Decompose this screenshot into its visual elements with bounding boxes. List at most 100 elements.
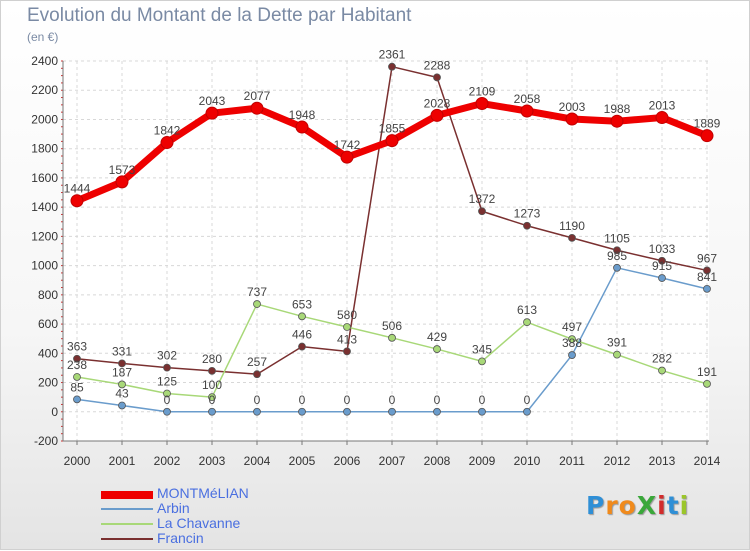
- data-point-arbin: [253, 407, 261, 416]
- data-label-montm-lian: 2109: [469, 85, 496, 99]
- x-tick-label: 2009: [469, 454, 496, 468]
- data-point-montm-lian: [385, 134, 399, 148]
- data-label-arbin: 85: [70, 380, 84, 394]
- data-label-montm-lian: 1889: [694, 117, 721, 131]
- data-point-la-chavanne: [613, 350, 621, 359]
- data-label-montm-lian: 1573: [109, 163, 136, 177]
- data-label-la-chavanne: 125: [157, 375, 177, 389]
- data-label-arbin: 0: [479, 393, 486, 407]
- data-point-francin: [703, 266, 711, 275]
- y-tick-label: 400: [38, 346, 58, 360]
- x-tick-label: 2003: [199, 454, 226, 468]
- x-tick-label: 2002: [154, 454, 181, 468]
- data-point-montm-lian: [160, 136, 174, 150]
- brand-logo-letter: o: [618, 491, 637, 520]
- data-label-francin: 1190: [559, 219, 585, 233]
- legend-swatch-arbin: [101, 508, 153, 510]
- data-label-arbin: 0: [299, 393, 306, 407]
- data-point-arbin: [118, 401, 126, 410]
- chart-title: Evolution du Montant de la Dette par Hab…: [27, 5, 412, 26]
- data-label-francin: 967: [697, 251, 717, 265]
- data-point-arbin: [298, 407, 306, 416]
- data-label-arbin: 388: [562, 336, 582, 350]
- data-point-arbin: [613, 263, 621, 272]
- x-tick-label: 2011: [559, 454, 585, 468]
- data-point-montm-lian: [655, 111, 669, 125]
- y-tick-label: 600: [38, 317, 58, 331]
- x-tick-label: 2000: [64, 454, 91, 468]
- data-label-montm-lian: 1842: [154, 124, 181, 138]
- data-label-arbin: 0: [164, 393, 171, 407]
- data-point-francin: [298, 342, 306, 351]
- data-label-arbin: 43: [115, 386, 129, 400]
- data-point-la-chavanne: [118, 380, 126, 389]
- data-label-arbin: 915: [652, 259, 672, 273]
- data-label-la-chavanne: 613: [517, 303, 537, 317]
- data-label-montm-lian: 2058: [514, 92, 541, 106]
- data-point-la-chavanne: [298, 312, 306, 321]
- data-label-la-chavanne: 187: [112, 365, 132, 379]
- y-tick-label: 1600: [31, 171, 58, 185]
- data-label-la-chavanne: 497: [562, 320, 582, 334]
- data-point-francin: [568, 233, 576, 242]
- data-label-arbin: 0: [344, 393, 351, 407]
- brand-logo-letter: i: [657, 491, 667, 520]
- data-label-montm-lian: 2028: [424, 96, 451, 110]
- data-point-la-chavanne: [433, 345, 441, 353]
- x-tick-label: 2006: [334, 454, 361, 468]
- data-point-la-chavanne: [658, 366, 666, 375]
- data-point-la-chavanne: [253, 300, 261, 308]
- y-tick-label: 2000: [31, 112, 58, 126]
- data-point-montm-lian: [340, 150, 354, 164]
- data-point-francin: [118, 359, 126, 368]
- data-point-francin: [73, 354, 81, 363]
- data-label-la-chavanne: 506: [382, 319, 402, 333]
- data-label-la-chavanne: 100: [202, 378, 222, 392]
- legend-label-la-chavanne: La Chavanne: [157, 515, 241, 531]
- data-label-la-chavanne: 391: [607, 336, 627, 350]
- x-tick-label: 2008: [424, 454, 451, 468]
- data-point-la-chavanne: [388, 333, 396, 342]
- data-label-francin: 1105: [604, 231, 630, 245]
- y-tick-label: 1200: [31, 229, 58, 243]
- data-label-montm-lian: 1948: [289, 108, 316, 122]
- data-point-montm-lian: [700, 129, 714, 143]
- data-point-francin: [478, 207, 486, 216]
- x-tick-label: 2013: [649, 454, 676, 468]
- data-point-montm-lian: [115, 175, 129, 189]
- data-point-montm-lian: [475, 97, 489, 111]
- data-label-la-chavanne: 653: [292, 297, 312, 311]
- data-point-montm-lian: [430, 108, 444, 122]
- data-point-arbin: [388, 407, 396, 416]
- legend-label-montmelian: MONTMéLIAN: [157, 485, 249, 501]
- data-point-arbin: [73, 395, 81, 404]
- x-tick-label: 2004: [244, 454, 271, 468]
- brand-logo-letter: X: [636, 491, 658, 520]
- data-point-francin: [163, 363, 171, 372]
- data-point-francin: [613, 246, 621, 255]
- data-point-arbin: [343, 407, 351, 416]
- data-point-la-chavanne: [568, 335, 576, 344]
- data-point-montm-lian: [520, 104, 534, 118]
- y-tick-label: -200: [34, 434, 58, 448]
- brand-logo-letter: i: [679, 491, 690, 520]
- data-point-arbin: [433, 407, 441, 416]
- y-tick-label: 2200: [31, 83, 58, 97]
- data-point-arbin: [163, 407, 171, 416]
- data-point-la-chavanne: [478, 357, 486, 366]
- brand-logo-letter: P: [586, 491, 606, 520]
- data-label-arbin: 985: [607, 249, 627, 263]
- data-label-francin: 363: [67, 340, 87, 354]
- y-tick-label: 1400: [31, 200, 58, 214]
- y-tick-label: 800: [38, 288, 58, 302]
- data-label-francin: 1033: [649, 242, 676, 256]
- data-label-la-chavanne: 345: [472, 342, 492, 356]
- data-label-la-chavanne: 737: [247, 285, 267, 299]
- data-label-montm-lian: 1444: [64, 182, 91, 196]
- data-point-francin: [253, 370, 261, 379]
- data-point-montm-lian: [250, 101, 264, 115]
- data-label-francin: 413: [337, 332, 357, 346]
- data-label-arbin: 0: [389, 393, 396, 407]
- data-label-montm-lian: 1988: [604, 102, 631, 116]
